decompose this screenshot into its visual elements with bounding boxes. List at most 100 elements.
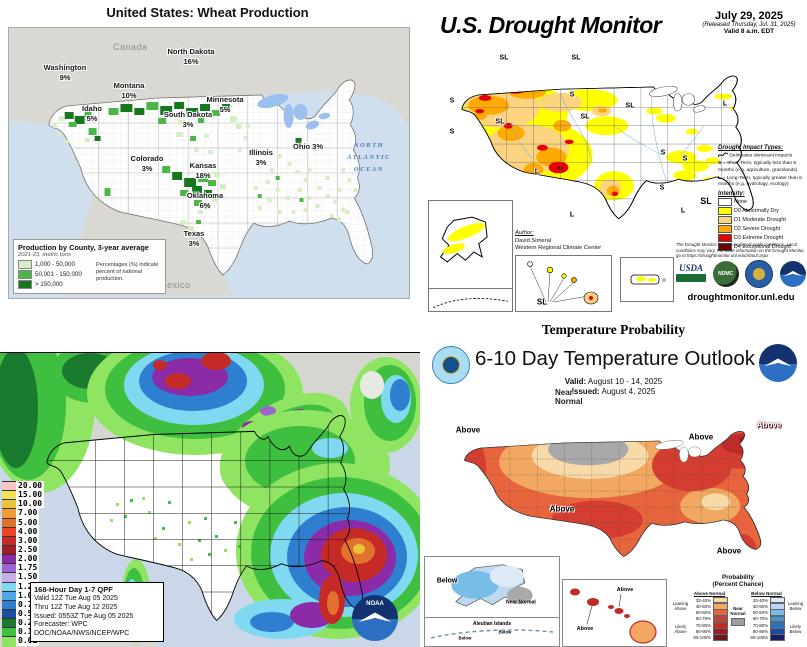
qpf-scale-swatch (2, 499, 16, 510)
qpf-scale-value: 0.25 (16, 618, 40, 628)
state-label: Texas 3% (183, 229, 205, 248)
qpf-scale-value: 5.00 (16, 517, 40, 527)
wheat-title: United States: Wheat Production (106, 5, 309, 20)
probability-legend: Probability (Percent Chance) Leaning Abo… (670, 574, 806, 642)
above-normal-rows: 33-40% 40-50% 50-60% (691, 596, 728, 642)
intensity-row: D0 Abnormally Dry (718, 206, 806, 215)
drought-released: (Released Thursday, Jul. 31, 2025) (702, 22, 796, 28)
great-lakes (257, 93, 331, 130)
range-label: 90-100% (693, 635, 711, 641)
commerce-seal-icon (432, 346, 470, 384)
hawaii-svg (570, 588, 657, 644)
legend-subtitle: (Percent Chance) (712, 581, 764, 589)
qpf-panel: 20.00 15.00 10.00 7.00 (0, 352, 420, 647)
likely-above-label: Likely Above (674, 623, 687, 634)
legend-title: Probability (722, 574, 754, 581)
range-label: 50-60% (695, 610, 711, 616)
qpf-scale-row: 2.50 (2, 544, 44, 556)
qpf-info-box: 168-Hour Day 1-7 QPF Valid 12Z Tue Aug 0… (30, 582, 164, 643)
state-label: Colorado 3% (130, 154, 164, 173)
intensity-swatch (718, 206, 732, 215)
range-label: 70-80% (695, 622, 711, 628)
author-name: David Simeral (515, 237, 552, 244)
qpf-scale-value: 0.75 (16, 599, 40, 609)
qpf-scale-row: 0.25 (2, 618, 44, 629)
state-label: Idaho 5% (82, 104, 102, 123)
state-label: Washington 9% (43, 63, 87, 82)
above-swatch (713, 634, 728, 642)
qpf-scale-swatch (2, 618, 16, 629)
commerce-seal-icon (745, 260, 774, 288)
impact-label: S (569, 91, 575, 99)
qpf-scale-value: 1.75 (16, 563, 40, 573)
wheat-map: Canada Mexico NORTH ATLANTIC OCEAN Washi… (8, 27, 410, 299)
qpf-scale-swatch (2, 572, 16, 583)
qpf-scale-row: 1.50 (2, 572, 44, 583)
qpf-scale-swatch (2, 599, 16, 610)
intensity-row: D4 Exceptional Drought (718, 242, 806, 251)
temperature-outlook-panel: Temperature Probability 6-10 Day Tempera… (420, 320, 807, 647)
qpf-scale-value: 15.00 (16, 490, 45, 500)
drought-url[interactable]: droughtmonitor.unl.edu (687, 292, 795, 303)
canada-landmass (9, 28, 409, 128)
state-label: Kansas 18% (189, 161, 217, 180)
range-label: 60-70% (695, 616, 711, 622)
wheat-legend-row: 1,000 - 50,000 (18, 260, 161, 269)
legend-swatch (18, 280, 32, 289)
intensity-rows: None D0 Abnormally Dry D1 Moderate Droug… (718, 197, 806, 251)
qpf-scale-row: 0.10 (2, 627, 44, 638)
qpf-scale-swatch (2, 636, 16, 647)
impact-label: S (682, 155, 688, 163)
legend-swatch (18, 260, 32, 269)
drought-legend: Drought Impact Types: Delineates dominan… (717, 145, 806, 251)
qpf-scale-row: 1.25 (2, 581, 44, 592)
qpf-agency: DOC/NOAA/NWS/NCEP/WPC (34, 630, 130, 638)
intensity-label: D0 Abnormally Dry (734, 207, 779, 214)
temp-region-label: Above (716, 546, 742, 556)
drought-valid: Valid 8 a.m. EDT (723, 28, 775, 35)
intensity-swatch (718, 233, 732, 242)
above-normal-header: Above Normal (693, 590, 726, 596)
intensity-label: D3 Extreme Drought (734, 234, 784, 241)
range-label: 90-100% (750, 635, 768, 641)
range-label: 70-80% (752, 622, 768, 628)
ndmc-logo: NDMC (712, 261, 739, 287)
range-label: 40-50% (752, 603, 768, 609)
wheat-county-clusters (52, 102, 358, 238)
wheat-legend-note: Percentages (%) indicate percent of nati… (96, 262, 159, 282)
near-normal-swatch (731, 617, 745, 626)
qpf-scale-swatch (2, 554, 16, 565)
great-lakes (654, 440, 702, 463)
range-label: 60-70% (752, 616, 768, 622)
drought-monitor-panel: U.S. Drought Monitor July 29, 2025 (Rele… (424, 4, 807, 320)
state-label: Minnesota 5% (206, 95, 244, 114)
state-label: Montana 10% (113, 81, 145, 100)
temp-section-title: Temperature Probability (541, 322, 686, 337)
qpf-scale-swatch (2, 481, 16, 492)
qpf-scale-swatch (2, 517, 16, 528)
legend-swatch (18, 270, 32, 279)
qpf-scale-swatch (2, 590, 16, 601)
qpf-scale-row: 15.00 (2, 490, 45, 501)
legend-label: > 150,000 (35, 280, 63, 288)
legend-label: 50,001 - 150,000 (35, 270, 82, 278)
squiggle-icon (717, 152, 729, 158)
qpf-scale-value: 2.50 (16, 544, 40, 555)
canada-label: Canada (113, 42, 148, 52)
impact-delineates: Delineates dominant impacts (717, 152, 806, 159)
temp-region-label: Above (688, 432, 714, 442)
range-label: 50-60% (752, 610, 768, 616)
intensity-swatch (718, 197, 732, 206)
impact-label: L (680, 207, 686, 215)
puerto-rico-inset (620, 257, 674, 302)
state-label: South Dakota 3% (163, 110, 213, 129)
temp-outlook-title: 6-10 Day Temperature Outlook (475, 347, 755, 370)
wheat-legend-rows: 1,000 - 50,000 50,001 - 150,000 > 150,00… (18, 260, 161, 289)
temp-issued-line: Issued: August 4, 2025 (571, 387, 656, 396)
drought-date: July 29, 2025 (715, 10, 783, 22)
ocean-label: NORTH ATLANTIC OCEAN (347, 142, 391, 173)
qpf-scale-value: 0.50 (16, 608, 40, 619)
qpf-scale-swatch (2, 526, 16, 537)
qpf-scale-value: 0.10 (16, 627, 40, 637)
puerto-rico-svg (630, 274, 666, 285)
